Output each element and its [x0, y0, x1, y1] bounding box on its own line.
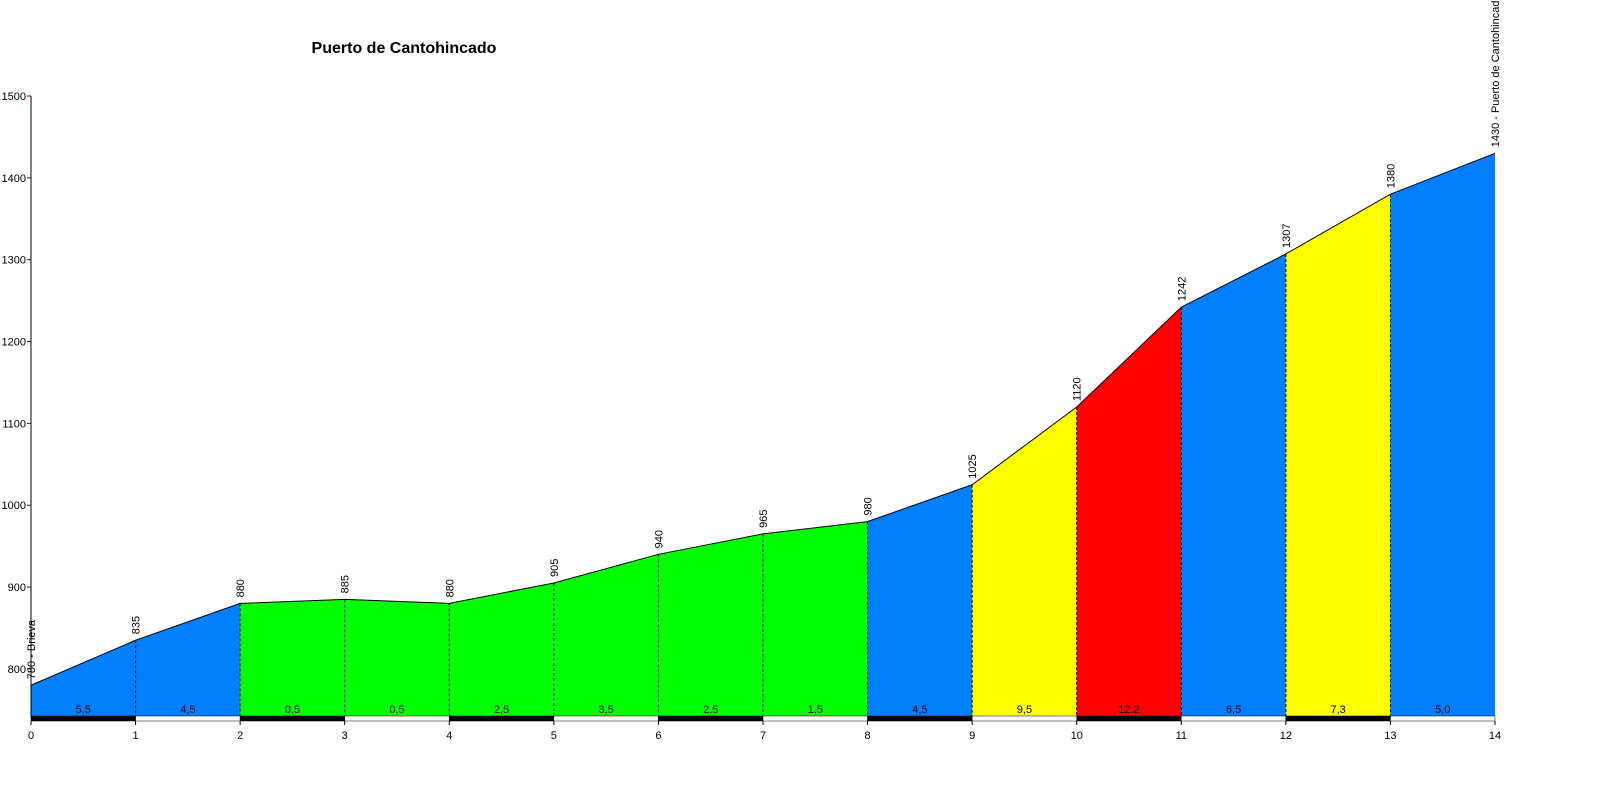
point-label: 965: [758, 509, 770, 527]
segment: [553, 554, 659, 718]
point-label: 1025: [967, 454, 979, 478]
segment: [240, 599, 345, 718]
point-label: 880: [235, 579, 247, 597]
gradient-label: 2,5: [494, 704, 509, 716]
gradient-label: 12,2: [1118, 704, 1139, 716]
point-label: 885: [340, 575, 352, 593]
gradient-label: 5,0: [1435, 704, 1450, 716]
km-bar: [1181, 715, 1287, 722]
y-tick-label: 900: [8, 582, 26, 594]
point-label: 1307: [1281, 223, 1293, 247]
y-tick-label: 1100: [2, 418, 26, 430]
x-tick-label: 11: [1176, 730, 1187, 742]
point-label: 835: [131, 616, 143, 634]
y-tick-label: 1000: [2, 500, 26, 512]
x-tick-label: 6: [655, 730, 661, 742]
gradient-label: 5,5: [76, 704, 91, 716]
point-label: 780 - Brieva: [26, 619, 38, 679]
y-tick-label: 1400: [2, 173, 26, 185]
gradient-label: 1,5: [808, 704, 823, 716]
y-tick-label: 1300: [2, 255, 26, 267]
y-tick-label: 800: [8, 664, 26, 676]
gradient-label: 4,5: [912, 704, 927, 716]
km-bar: [658, 715, 764, 722]
point-label: 1242: [1176, 277, 1188, 301]
x-tick-label: 3: [342, 730, 348, 742]
x-tick-label: 5: [551, 730, 557, 742]
km-bar: [867, 715, 973, 722]
x-tick-label: 7: [760, 730, 766, 742]
km-bar: [971, 715, 1077, 722]
km-bar: [135, 715, 241, 722]
segment: [972, 407, 1077, 718]
point-label: 880: [444, 579, 456, 597]
point-label: 1120: [1072, 377, 1084, 401]
gradient-label: 6,5: [1226, 704, 1241, 716]
km-bar: [1285, 715, 1391, 722]
km-bar: [553, 715, 659, 722]
segment: [31, 640, 136, 718]
segment: [658, 533, 763, 718]
point-label: 980: [863, 497, 875, 515]
gradient-label: 7,3: [1330, 704, 1345, 716]
point-label: 940: [653, 530, 665, 548]
km-bar: [1390, 715, 1496, 722]
point-label: 1380: [1385, 164, 1397, 188]
gradient-label: 3,5: [598, 704, 613, 716]
gradient-label: 4,5: [180, 704, 195, 716]
km-bar: [344, 715, 450, 722]
gradient-label: 0,5: [285, 704, 300, 716]
gradient-label: 2,5: [703, 704, 718, 716]
x-tick-label: 0: [28, 730, 34, 742]
point-label: 1430 - Puerto de Cantohincado: [1490, 0, 1502, 147]
y-tick-label: 1500: [2, 91, 26, 103]
x-tick-label: 10: [1071, 730, 1083, 742]
chart-title: Puerto de Cantohincado: [312, 40, 497, 57]
x-tick-label: 9: [969, 730, 975, 742]
km-bar: [30, 715, 136, 722]
km-bar: [239, 715, 345, 722]
point-label: 905: [549, 559, 561, 577]
x-tick-label: 1: [133, 730, 139, 742]
km-bar: [1076, 715, 1182, 722]
x-tick-label: 12: [1280, 730, 1292, 742]
x-tick-label: 13: [1384, 730, 1396, 742]
km-bar: [449, 715, 555, 722]
x-tick-label: 14: [1489, 730, 1501, 742]
x-tick-label: 8: [865, 730, 871, 742]
gradient-label: 9,5: [1017, 704, 1032, 716]
segment: [449, 582, 554, 718]
segment: [344, 599, 450, 718]
gradient-label: 0,5: [389, 704, 404, 716]
x-tick-label: 4: [446, 730, 452, 742]
segment: [135, 603, 241, 718]
segment: [1076, 307, 1182, 718]
segment: [1181, 253, 1286, 718]
km-bar: [762, 715, 868, 722]
segment: [763, 521, 868, 718]
y-tick-label: 1200: [2, 337, 26, 349]
segment: [867, 484, 973, 718]
segment: [1285, 194, 1391, 719]
segment: [1390, 153, 1495, 718]
x-tick-label: 2: [237, 730, 243, 742]
